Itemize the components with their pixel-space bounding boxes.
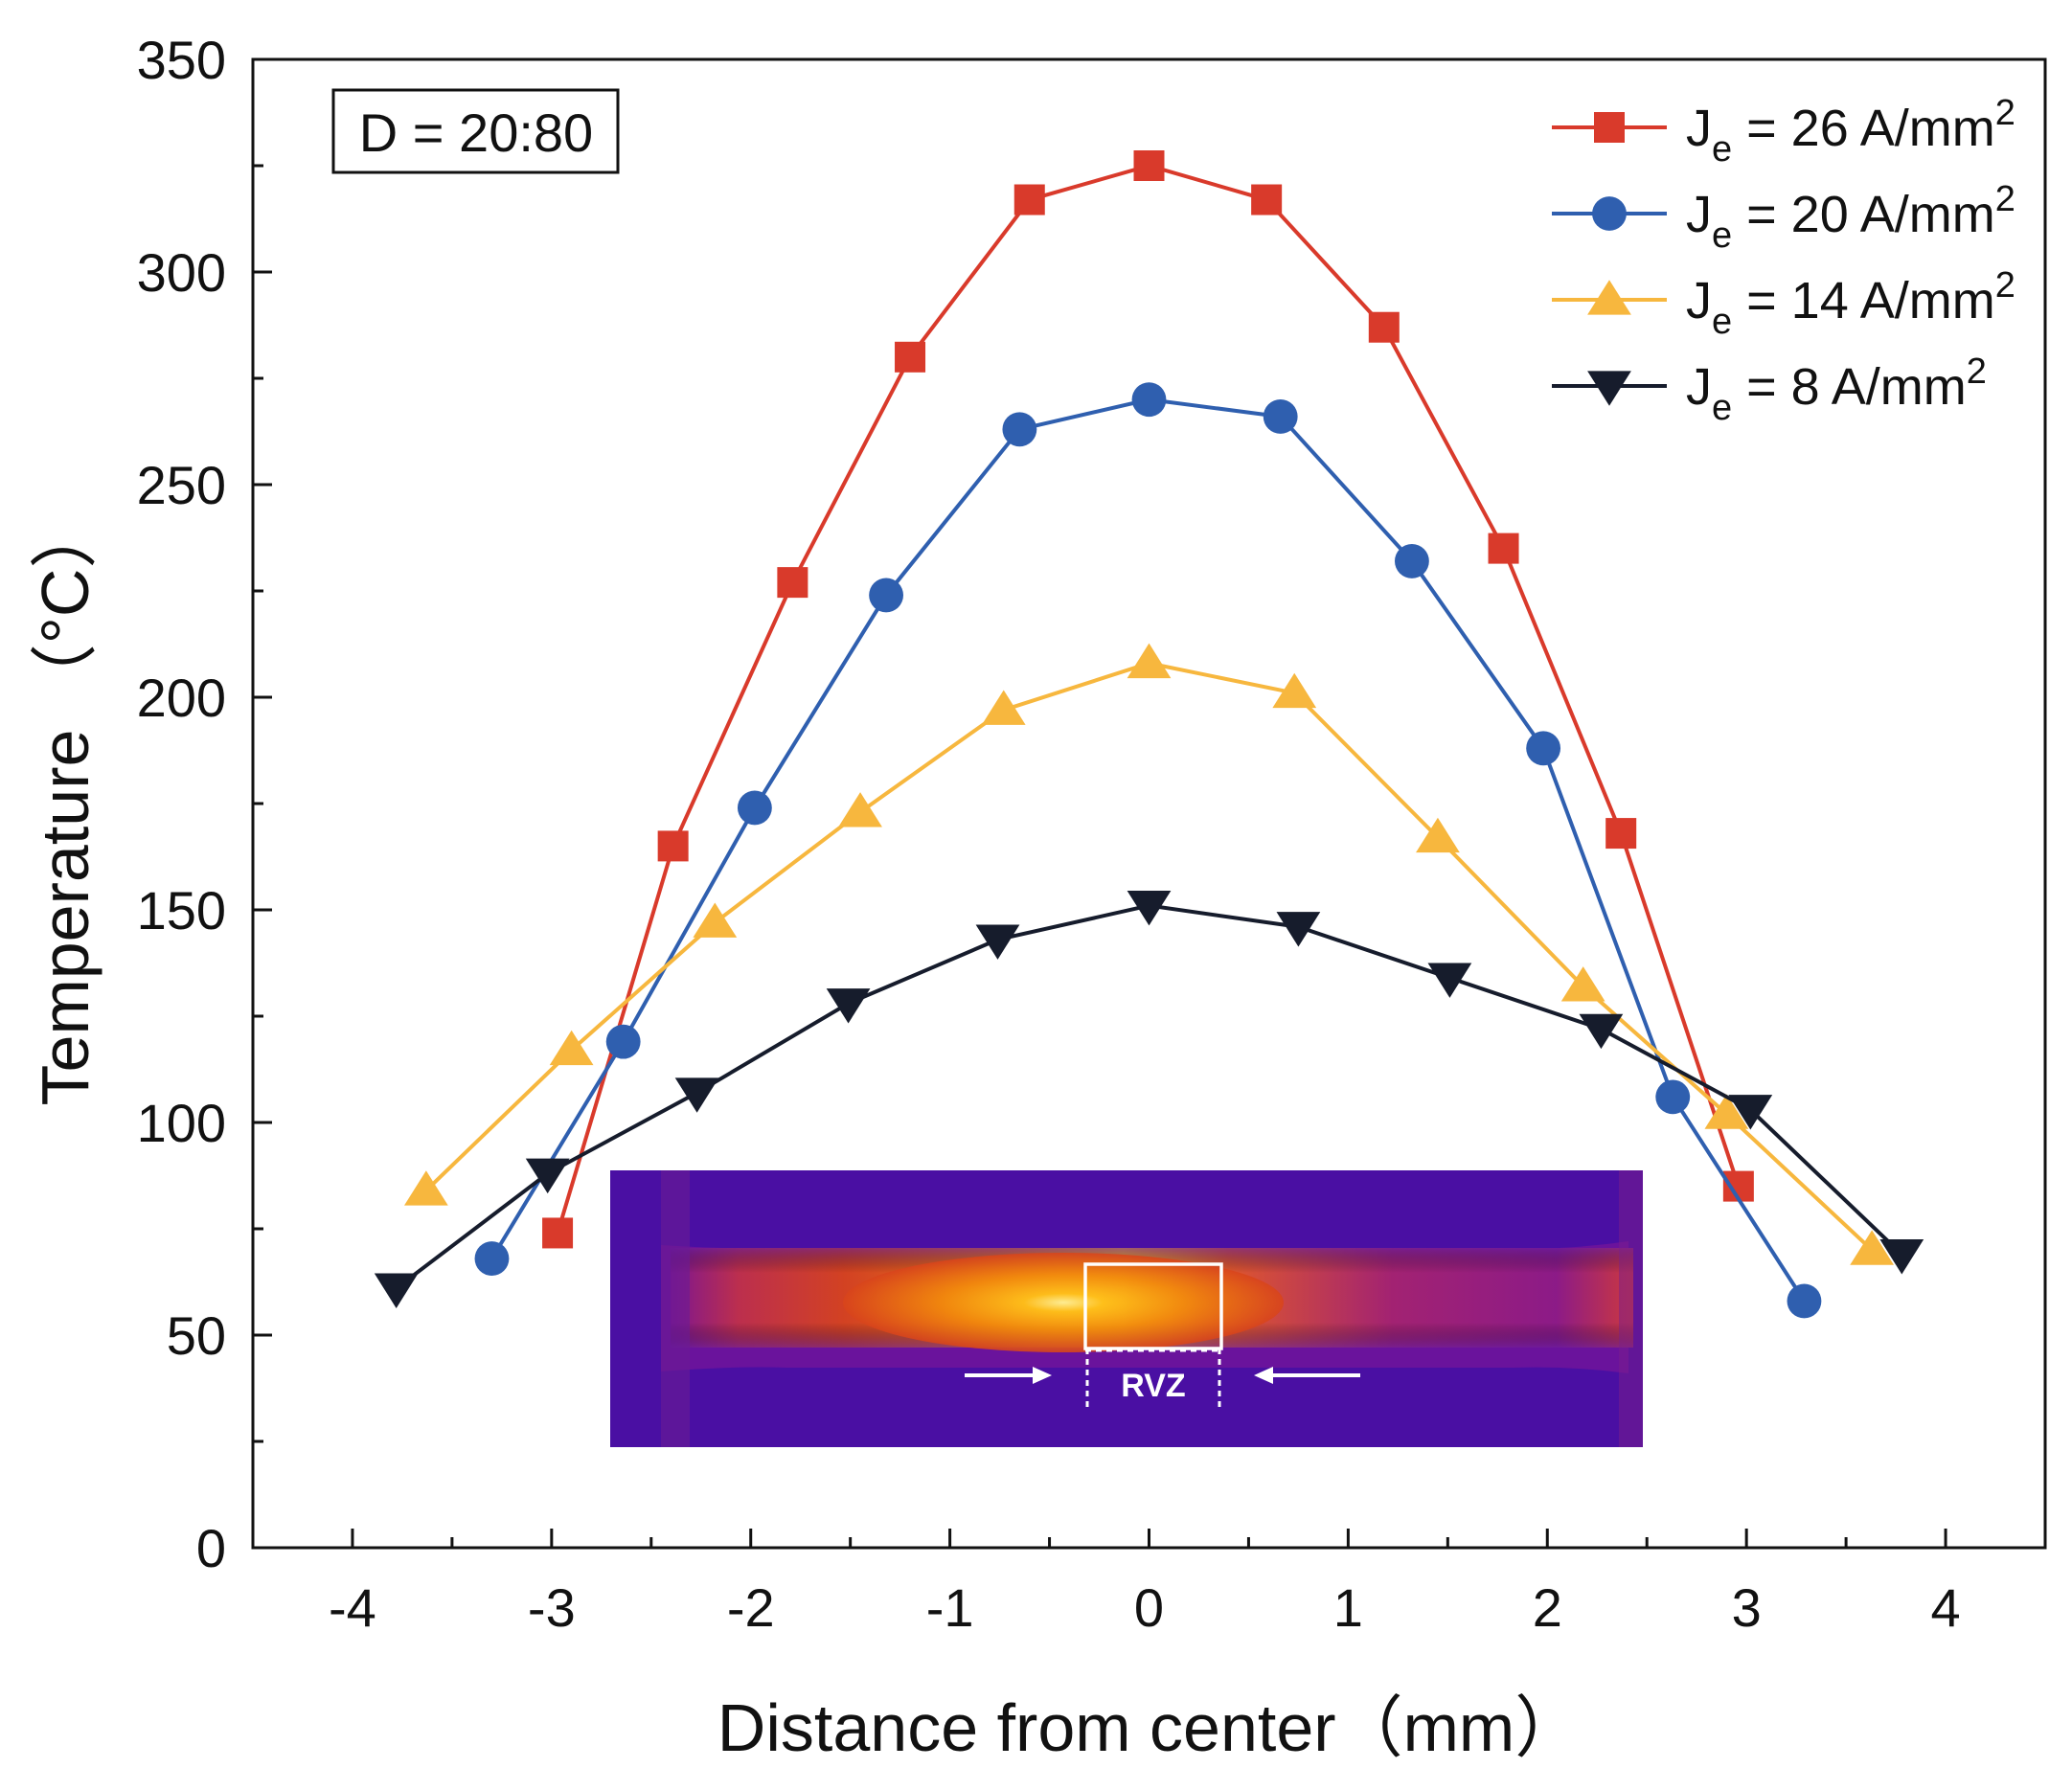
series-line: [490, 397, 1807, 1303]
data-point: [542, 1217, 574, 1249]
data-point: [1850, 1230, 1895, 1265]
data-point: [1272, 672, 1317, 709]
legend-label: Je = 8 A/mm2: [1686, 351, 1987, 428]
legend-label: Je = 26 A/mm2: [1686, 93, 2015, 170]
data-point: [605, 1024, 641, 1059]
inset-left-grip: [661, 1170, 690, 1447]
data-point: [1276, 912, 1321, 947]
data-point: [975, 924, 1020, 960]
y-tick-label: 50: [167, 1305, 226, 1366]
series-3: [403, 643, 1895, 1265]
data-point: [826, 988, 871, 1024]
x-tick-label: -1: [926, 1577, 974, 1638]
legend-marker: [1592, 196, 1627, 231]
y-tick-label: 0: [196, 1518, 226, 1578]
legend-item: Je = 8 A/mm2: [1552, 351, 1987, 428]
data-point: [1002, 412, 1037, 447]
x-tick-label: 2: [1533, 1577, 1562, 1638]
data-point: [1704, 1094, 1749, 1129]
x-tick-label: 4: [1930, 1577, 1960, 1638]
data-point: [549, 1030, 594, 1066]
y-tick-label: 350: [137, 30, 226, 90]
inset-hotspot: [843, 1253, 1284, 1352]
data-point: [1013, 184, 1045, 215]
rvz-right-arrow: [1254, 1367, 1360, 1384]
rvz-label: RVZ: [1121, 1368, 1185, 1404]
y-tick-labels: 0 50 100 150 200 250 300 350: [137, 30, 226, 1578]
data-point: [737, 790, 772, 826]
series-line: [424, 661, 1874, 1252]
data-point: [1605, 818, 1637, 850]
series-2: [474, 382, 1822, 1319]
y-axis-label: Temperature （°C）: [28, 502, 102, 1106]
x-tick-label: 1: [1333, 1577, 1363, 1638]
rvz-box: [1083, 1262, 1223, 1350]
annotation-text: D = 20:80: [359, 102, 593, 163]
y-tick-label: 250: [137, 455, 226, 515]
data-point: [474, 1241, 510, 1276]
series-1: [542, 150, 1754, 1249]
data-point: [693, 902, 738, 938]
y-tick-label: 300: [137, 242, 226, 303]
data-point: [674, 1077, 719, 1113]
data-point: [777, 567, 808, 599]
series-line: [556, 163, 1741, 1235]
data-point: [525, 1158, 570, 1194]
data-point: [1526, 731, 1561, 766]
data-point: [1655, 1079, 1691, 1115]
x-tick-label: 0: [1134, 1577, 1164, 1638]
legend-marker: [1594, 112, 1625, 143]
data-point: [981, 690, 1026, 725]
legend-marker: [1587, 280, 1631, 315]
data-point: [1579, 1013, 1624, 1050]
inset-right-grip: [1619, 1170, 1643, 1447]
axis-ticks: [253, 57, 1947, 1550]
data-point: [1879, 1239, 1924, 1275]
data-point: [1394, 544, 1429, 578]
legend-item: Je = 20 A/mm2: [1552, 179, 2015, 256]
x-tick-label: -2: [727, 1577, 775, 1638]
data-point: [1263, 399, 1298, 434]
data-point: [1127, 890, 1172, 926]
rvz-left-arrow: [965, 1367, 1052, 1384]
y-tick-label: 200: [137, 668, 226, 728]
data-point: [657, 830, 689, 862]
data-point: [1133, 150, 1165, 181]
data-point: [1728, 1095, 1773, 1130]
data-point: [1427, 963, 1472, 998]
data-point: [1416, 817, 1460, 853]
data-point: [869, 578, 904, 613]
legend: Je = 26 A/mm2 Je = 20 A/mm2 Je = 14 A/mm2 J…: [1552, 93, 2015, 428]
data-point: [374, 1273, 419, 1308]
series-layer: [374, 150, 1924, 1319]
data-point: [838, 792, 882, 827]
x-tick-label: -3: [528, 1577, 576, 1638]
y-tick-label: 150: [137, 880, 226, 941]
legend-item: Je = 26 A/mm2: [1552, 93, 2015, 170]
data-point: [1560, 966, 1605, 1002]
data-point: [403, 1170, 448, 1206]
data-point: [1368, 311, 1400, 343]
x-tick-label: -4: [329, 1577, 376, 1638]
legend-marker: [1587, 371, 1631, 406]
data-point: [1131, 382, 1167, 418]
x-tick-labels: -4 -3 -2 -1 0 1 2 3 4: [329, 1577, 1961, 1638]
y-tick-label: 100: [137, 1093, 226, 1153]
series-4: [374, 890, 1924, 1308]
legend-item: Je = 14 A/mm2: [1552, 265, 2015, 342]
x-axis-label: Distance from center（mm）: [717, 1690, 1582, 1765]
data-point: [1251, 184, 1283, 215]
data-point: [1488, 533, 1519, 564]
x-tick-label: 3: [1732, 1577, 1762, 1638]
annotation-box: D = 20:80: [331, 88, 620, 174]
legend-label: Je = 14 A/mm2: [1686, 265, 2015, 342]
data-point: [895, 341, 926, 373]
thermal-inset-image: RVZ: [610, 1170, 1643, 1447]
legend-label: Je = 20 A/mm2: [1686, 179, 2015, 256]
data-point: [1787, 1283, 1822, 1319]
data-point: [1127, 643, 1172, 679]
